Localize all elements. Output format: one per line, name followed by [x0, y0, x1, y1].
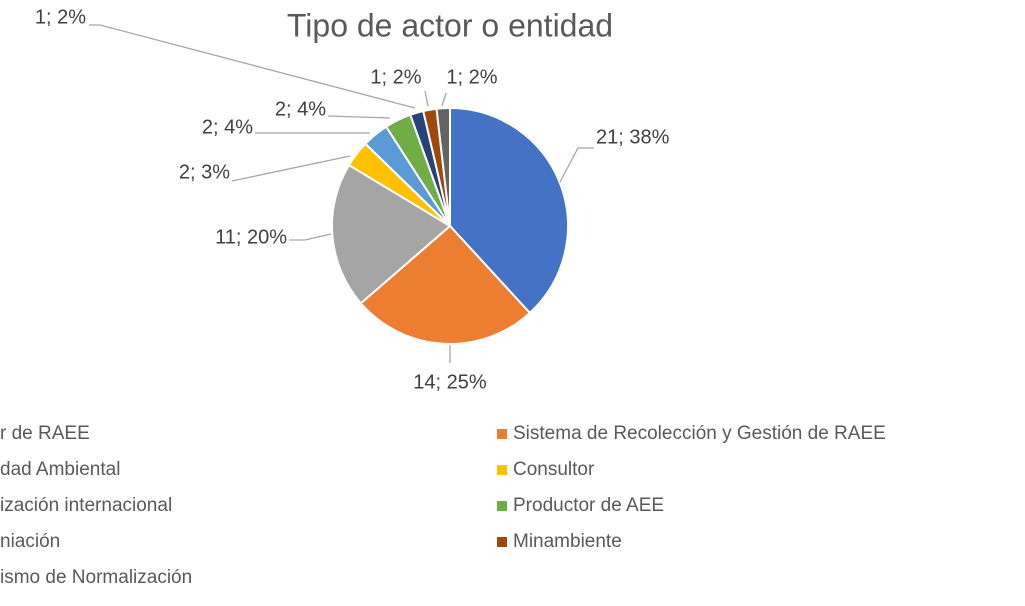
leader-line — [441, 92, 447, 107]
chart-title: Tipo de actor o entidad — [287, 7, 613, 43]
data-label: 2; 4% — [202, 116, 253, 138]
legend-swatch — [497, 537, 507, 547]
pie-slice — [449, 106, 569, 315]
data-label: 2; 4% — [275, 98, 326, 120]
data-label: 2; 3% — [179, 161, 230, 183]
leader-line — [89, 24, 416, 109]
pie-slice — [331, 163, 452, 305]
data-label: 1; 2% — [446, 66, 497, 88]
data-label: 1; 2% — [370, 66, 421, 88]
leader-line — [289, 233, 332, 241]
leader-line — [424, 90, 429, 107]
data-label: 21; 38% — [596, 126, 670, 148]
leader-line — [231, 155, 351, 182]
legend-label: niación — [0, 531, 60, 552]
legend-swatch — [497, 501, 507, 511]
pie-slice — [435, 106, 451, 227]
data-label: 14; 25% — [413, 371, 487, 393]
legend-label: ización internacional — [0, 495, 172, 516]
data-label: 1; 2% — [35, 6, 86, 28]
legend-label: Sistema de Recolección y Gestión de RAEE — [513, 423, 886, 444]
legend-label: Minambiente — [513, 531, 622, 552]
leader-line — [559, 147, 594, 183]
legend-label: Consultor — [513, 459, 595, 480]
pie-slice — [359, 224, 532, 345]
legend-label: dad Ambiental — [0, 459, 120, 480]
data-label: 11; 20% — [215, 226, 287, 248]
leader-line — [327, 115, 391, 119]
legend-label: Productor de AEE — [513, 495, 664, 516]
legend-label: r de RAEE — [0, 423, 90, 444]
legend-label: ismo de Normalización — [0, 567, 192, 588]
legend-swatch — [497, 429, 507, 439]
legend-swatch — [497, 465, 507, 475]
